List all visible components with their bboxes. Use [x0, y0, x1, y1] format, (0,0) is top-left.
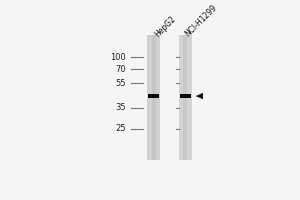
Bar	[180, 94, 191, 98]
Text: HepG2: HepG2	[153, 14, 177, 39]
Bar	[147, 35, 160, 160]
Text: 70: 70	[115, 65, 126, 74]
Polygon shape	[196, 93, 203, 99]
Text: 100: 100	[110, 53, 126, 62]
Bar	[183, 35, 187, 160]
Bar	[152, 35, 156, 160]
Text: 25: 25	[115, 124, 126, 133]
Text: 35: 35	[115, 103, 126, 112]
Bar	[179, 35, 191, 160]
Bar	[148, 94, 159, 98]
Text: 55: 55	[115, 79, 126, 88]
Text: NCI-H1299: NCI-H1299	[183, 3, 218, 39]
